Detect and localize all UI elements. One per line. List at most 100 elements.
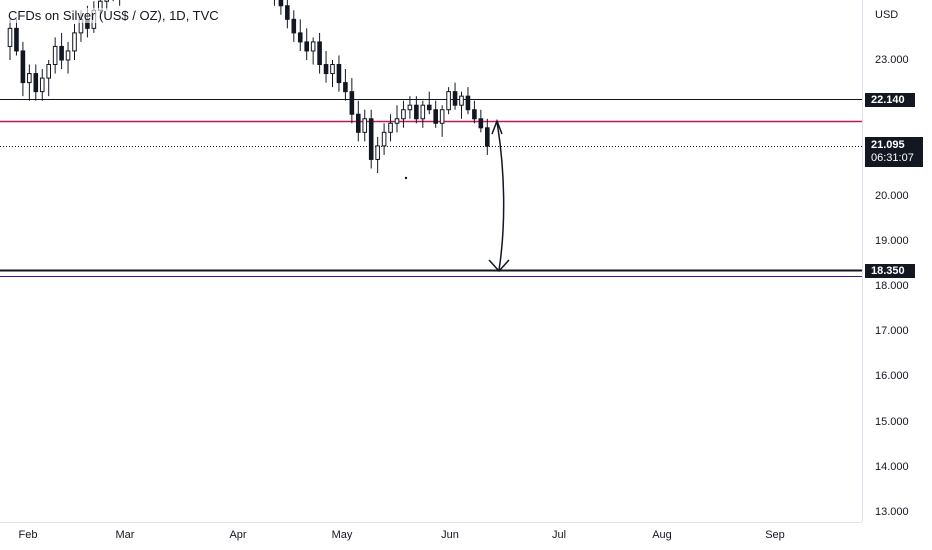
projection-arrowhead-bottom — [488, 259, 510, 273]
candle — [46, 60, 52, 97]
candle-body — [7, 27, 13, 47]
candle — [420, 100, 426, 128]
candle — [472, 100, 477, 124]
candle-body — [20, 50, 26, 84]
candle-body — [304, 41, 309, 52]
candle-body — [362, 118, 368, 133]
price-tick-label: 18.000 — [875, 280, 909, 292]
price-tick-label: 19.000 — [875, 234, 909, 247]
candle-body — [414, 104, 419, 120]
candle-body — [285, 5, 290, 20]
candle — [119, 0, 121, 6]
target-price-badge: 18.350 — [865, 264, 915, 278]
candle — [14, 19, 19, 56]
candle-body — [46, 64, 52, 79]
price-tick-label: 14.000 — [875, 460, 909, 473]
candle-body — [375, 145, 380, 160]
candle-body — [401, 109, 406, 120]
time-tick-label: Mar — [115, 529, 135, 541]
price-tick-label: 16.000 — [875, 370, 909, 383]
candle — [330, 60, 335, 88]
projection-arrow[interactable] — [496, 121, 505, 271]
candle — [368, 109, 374, 169]
candle-body — [452, 91, 458, 106]
price-tick-label: 15.000 — [875, 415, 909, 428]
candle — [452, 82, 458, 110]
candle-body — [433, 109, 438, 124]
candle — [20, 41, 26, 97]
candle — [465, 87, 471, 115]
candle — [304, 28, 309, 60]
candle-body — [394, 118, 400, 124]
candle-body — [356, 113, 361, 133]
candle-body — [65, 50, 71, 61]
candle — [356, 100, 361, 142]
candle — [317, 32, 322, 74]
chart-pane[interactable]: CFDs on Silver (US$ / OZ), 1D, TVC — [0, 0, 862, 522]
candle — [388, 114, 393, 142]
projection-arrowhead-top — [491, 118, 503, 135]
time-tick-label: Jul — [551, 529, 567, 541]
candle — [375, 136, 380, 173]
price-tick-label: 17.000 — [875, 325, 909, 338]
time-tick-label: Sep — [765, 529, 785, 541]
candle-body — [368, 118, 374, 160]
candle-body — [52, 45, 58, 66]
candle-body — [310, 41, 316, 52]
candle — [323, 50, 329, 83]
candle — [285, 0, 290, 29]
price-tick-label: 23.000 — [875, 54, 909, 66]
candle-body — [459, 95, 464, 106]
candle — [72, 23, 77, 60]
candle-body — [278, 0, 284, 7]
chart-dot — [404, 176, 408, 180]
bar-countdown: 06:31:07 — [871, 152, 914, 164]
time-tick-label: Apr — [229, 529, 247, 541]
candle-body — [343, 82, 348, 93]
price-chart[interactable] — [0, 0, 862, 522]
price-scale[interactable]: USD 23.000 20.000 19.000 18.000 17.000 16.000… — [862, 0, 932, 522]
time-tick-label: May — [331, 529, 353, 541]
candle — [401, 100, 406, 128]
candle — [439, 105, 445, 137]
candle — [433, 100, 438, 128]
candle-body — [426, 104, 432, 111]
resistance-price-badge: 22.140 — [865, 93, 915, 107]
price-tick-label: 20.000 — [875, 189, 909, 202]
candle — [65, 41, 71, 74]
candle — [394, 105, 400, 133]
symbol-title[interactable]: CFDs on Silver (US$ / OZ), 1D, TVC — [8, 8, 219, 23]
candle — [407, 96, 413, 119]
last-price-value: 21.095 — [871, 139, 905, 151]
candle — [291, 10, 297, 42]
candle-body — [336, 64, 342, 84]
candle-body — [33, 73, 39, 93]
candle-body — [472, 109, 477, 120]
candle — [104, 0, 110, 11]
time-tick-label: Feb — [18, 529, 38, 541]
candle — [478, 109, 484, 133]
candle — [485, 118, 490, 155]
time-tick-label: Aug — [652, 529, 672, 541]
candle-body — [439, 109, 445, 124]
candle-body — [478, 118, 484, 129]
candle — [7, 19, 13, 60]
candle-body — [446, 91, 451, 111]
candle — [273, 0, 275, 6]
candle — [362, 109, 368, 142]
candle — [112, 0, 114, 2]
last-price-badge: 21.095 06:31:07 — [865, 137, 923, 167]
candle — [27, 64, 32, 101]
candle-body — [27, 73, 32, 84]
candle — [52, 37, 58, 74]
candle-body — [349, 91, 355, 115]
candle — [414, 96, 419, 124]
candle — [297, 19, 303, 51]
candle-body — [465, 95, 471, 111]
candle — [310, 37, 316, 65]
price-tick-label: 13.000 — [875, 506, 909, 518]
candle-body — [297, 32, 303, 43]
time-axis[interactable]: Feb Mar Apr May Jun Jul Aug Sep — [0, 522, 862, 550]
candle-body — [420, 104, 426, 120]
candle-body — [72, 32, 77, 52]
